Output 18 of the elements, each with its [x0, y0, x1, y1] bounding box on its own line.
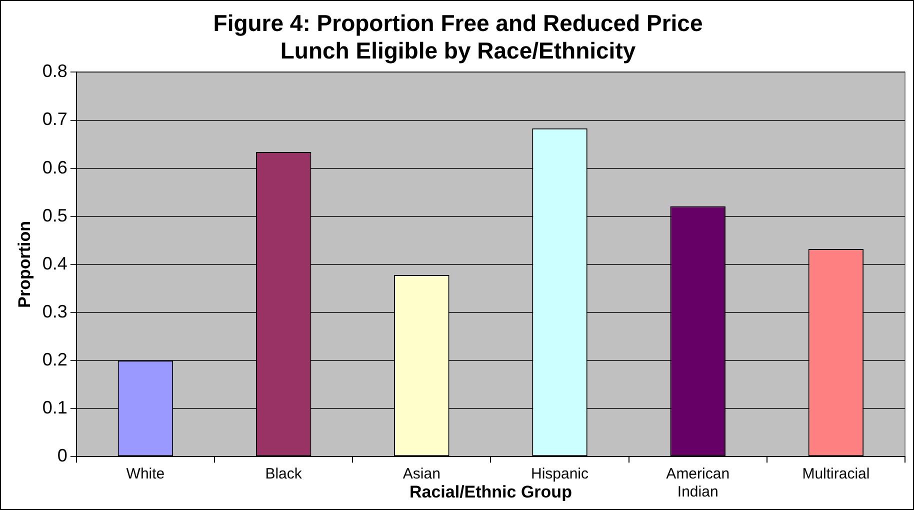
y-tick-label: 0.7	[42, 109, 68, 130]
x-tick-label: Asian	[402, 466, 440, 483]
chart-title: Figure 4: Proportion Free and Reduced Price Lunch Eligible by Race/Ethnicity	[213, 10, 703, 64]
y-tick-label: 0	[57, 446, 68, 466]
y-tick-label: 0.4	[42, 253, 68, 274]
x-tick-label: American Indian	[666, 466, 730, 501]
x-tick-label: Hispanic	[530, 466, 590, 483]
x-axis-title: Racial/Ethnic Group	[409, 482, 572, 502]
x-tick-label: White	[126, 466, 165, 483]
y-tick-label: 0.1	[42, 398, 68, 418]
y-tick-label: 0.2	[42, 349, 68, 370]
y-tick-label: 0.3	[42, 301, 68, 322]
y-tick-label: 0.6	[42, 157, 68, 178]
x-tick-label: Black	[265, 466, 302, 483]
y-axis-title: Proportion	[14, 220, 34, 308]
y-tick-label: 0.5	[42, 205, 68, 226]
x-tick-label: Multiracial	[802, 466, 870, 483]
y-tick-label: 0.8	[42, 61, 68, 82]
